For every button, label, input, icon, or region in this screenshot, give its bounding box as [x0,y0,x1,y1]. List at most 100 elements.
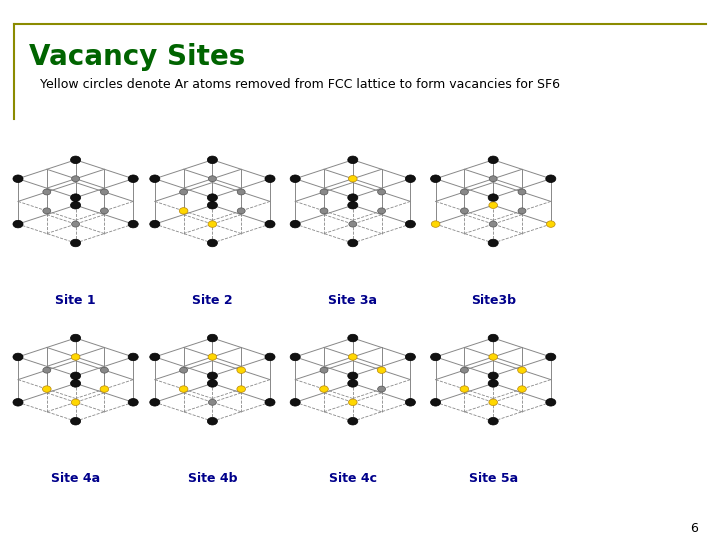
Circle shape [71,334,81,342]
Circle shape [348,334,358,342]
Circle shape [150,353,160,361]
Circle shape [71,372,81,380]
Circle shape [488,194,498,201]
Circle shape [207,201,217,209]
Circle shape [207,417,217,425]
Circle shape [100,386,109,392]
Circle shape [237,208,245,214]
Circle shape [378,208,386,214]
Circle shape [488,372,498,380]
Circle shape [348,372,358,380]
Circle shape [320,189,328,195]
Circle shape [320,367,328,373]
Circle shape [490,221,498,227]
Circle shape [488,239,498,247]
Circle shape [348,201,358,209]
Circle shape [405,353,415,361]
Circle shape [101,189,108,195]
Circle shape [42,208,50,214]
Circle shape [150,175,160,183]
Circle shape [378,386,386,392]
Circle shape [128,175,138,183]
Circle shape [207,372,217,380]
Circle shape [128,220,138,228]
Circle shape [265,175,275,183]
Circle shape [405,399,415,406]
Circle shape [488,417,498,425]
Circle shape [377,367,386,374]
Circle shape [13,353,23,361]
Circle shape [320,386,328,392]
Circle shape [488,380,498,387]
Circle shape [431,175,441,183]
Circle shape [150,399,160,406]
Circle shape [179,207,188,214]
Circle shape [101,367,108,373]
Circle shape [13,220,23,228]
Circle shape [128,399,138,406]
Circle shape [71,156,81,164]
Circle shape [518,367,526,374]
Circle shape [405,220,415,228]
Circle shape [348,194,358,201]
Circle shape [461,367,469,373]
Circle shape [71,354,80,360]
Circle shape [546,221,555,227]
Circle shape [348,239,358,247]
Circle shape [518,386,526,392]
Circle shape [128,353,138,361]
Circle shape [461,208,469,214]
Circle shape [461,189,469,195]
Circle shape [290,175,300,183]
Circle shape [71,417,81,425]
Circle shape [290,353,300,361]
Text: Yellow circles denote Ar atoms removed from FCC lattice to form vacancies for SF: Yellow circles denote Ar atoms removed f… [40,78,559,91]
Circle shape [348,156,358,164]
Text: Site 2: Site 2 [192,294,233,307]
Circle shape [207,194,217,201]
Circle shape [207,334,217,342]
Circle shape [207,239,217,247]
Circle shape [348,176,357,182]
Circle shape [320,208,328,214]
Circle shape [405,175,415,183]
Circle shape [265,220,275,228]
Text: 6: 6 [690,522,698,535]
Circle shape [207,380,217,387]
Circle shape [150,220,160,228]
Circle shape [518,189,526,195]
Circle shape [237,367,246,374]
Circle shape [71,380,81,387]
Circle shape [431,221,440,227]
Circle shape [237,189,245,195]
Circle shape [265,399,275,406]
Circle shape [348,354,357,360]
Circle shape [460,386,469,392]
Circle shape [348,380,358,387]
Circle shape [179,386,188,392]
Text: Site 4a: Site 4a [51,472,100,485]
Circle shape [71,194,81,201]
Circle shape [290,399,300,406]
Text: Site3b: Site3b [471,294,516,307]
Circle shape [13,399,23,406]
Text: Vacancy Sites: Vacancy Sites [29,43,245,71]
Circle shape [208,354,217,360]
Circle shape [72,221,79,227]
Circle shape [42,367,50,373]
Text: Site 1: Site 1 [55,294,96,307]
Circle shape [71,399,80,406]
Circle shape [546,175,556,183]
Circle shape [208,221,217,227]
Circle shape [431,399,441,406]
Circle shape [489,202,498,208]
Circle shape [209,176,216,181]
Circle shape [13,175,23,183]
Circle shape [546,353,556,361]
Circle shape [72,176,79,181]
Circle shape [180,189,187,195]
Circle shape [489,399,498,406]
Circle shape [42,386,51,392]
Circle shape [431,353,441,361]
Circle shape [237,386,246,392]
